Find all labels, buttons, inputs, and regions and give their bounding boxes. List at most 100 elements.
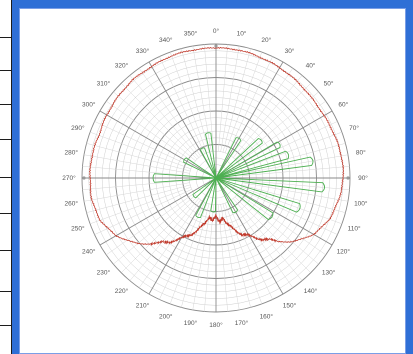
angle-tick-label: 240° — [82, 248, 96, 256]
minor-spoke — [181, 203, 210, 308]
series-lobe-green — [215, 137, 242, 179]
minor-spoke — [220, 204, 240, 311]
minor-spoke — [237, 100, 326, 163]
minor-spoke — [169, 51, 208, 153]
minor-spoke — [240, 189, 338, 235]
minor-spoke — [159, 56, 205, 154]
major-spoke — [215, 61, 284, 179]
minor-spoke — [129, 198, 199, 281]
minor-spoke — [89, 131, 191, 170]
series-lobe-green — [215, 177, 301, 213]
minor-spoke — [192, 45, 212, 152]
series-lobe-green — [215, 177, 239, 214]
series-lobe-green — [215, 138, 263, 179]
minor-spoke — [233, 198, 303, 281]
series-lobe-green — [152, 173, 217, 183]
angle-tick-label: 30° — [285, 47, 295, 55]
angle-tick-label: 200° — [159, 312, 173, 320]
angle-tick-label: 140° — [304, 287, 318, 295]
angle-tick-label: 70° — [349, 124, 359, 132]
angle-tick-label: 220° — [115, 287, 129, 295]
minor-spoke — [234, 83, 311, 160]
minor-spoke — [94, 121, 192, 167]
minor-spoke — [138, 199, 201, 288]
chart-series — [88, 46, 345, 246]
minor-spoke — [236, 195, 319, 265]
angle-tick-label: 210° — [136, 302, 150, 310]
angle-tick-label: 90° — [358, 174, 368, 182]
angle-tick-label: 40° — [306, 62, 316, 70]
angle-tick-label: 20° — [261, 36, 271, 44]
major-spoke — [148, 177, 217, 295]
minor-spoke — [242, 180, 350, 190]
minor-spoke — [106, 100, 195, 163]
minor-spoke — [89, 186, 191, 225]
minor-spoke — [94, 189, 192, 235]
angle-tick-label: 110° — [348, 225, 361, 233]
minor-spoke — [237, 193, 326, 256]
minor-spoke — [224, 51, 263, 153]
angle-tick-label: 50° — [324, 80, 334, 88]
series-lobe-green — [215, 156, 314, 179]
angle-tick-label: 250° — [71, 225, 85, 233]
angle-tick-label: 160° — [260, 312, 274, 320]
minor-spoke — [222, 203, 251, 308]
minor-spoke — [233, 75, 303, 158]
series-lobe-green — [215, 177, 325, 193]
angle-tick-label: 270° — [62, 174, 76, 182]
left-panel-edge — [0, 0, 12, 354]
minor-spoke — [242, 166, 350, 176]
minor-spoke — [241, 184, 346, 213]
angle-tick-label: 350° — [184, 29, 198, 37]
minor-spoke — [227, 56, 273, 154]
minor-spoke — [159, 202, 205, 300]
minor-spoke — [113, 91, 196, 161]
angle-tick-label: 0° — [213, 27, 220, 35]
angle-tick-label: 330° — [136, 47, 150, 55]
minor-spoke — [227, 202, 273, 300]
angle-tick-label: 280° — [64, 149, 78, 157]
angle-tick-label: 120° — [337, 248, 351, 256]
minor-spoke — [220, 45, 240, 152]
angle-tick-label: 230° — [97, 269, 111, 277]
minor-spoke — [86, 184, 191, 213]
major-spoke — [99, 177, 217, 246]
minor-spoke — [242, 182, 349, 202]
minor-spoke — [204, 44, 214, 152]
minor-spoke — [129, 75, 199, 158]
minor-spoke — [138, 68, 201, 157]
angle-tick-labels: 0° 10° 20° 30° 40° 50° 60° 70° 80° 90° 100° 110° 120… — [62, 27, 368, 329]
axis-marker — [214, 44, 218, 48]
angle-tick-label: 340° — [159, 36, 173, 44]
angle-tick-label: 180° — [209, 321, 223, 329]
minor-spoke — [181, 48, 210, 153]
angle-tick-label: 130° — [322, 269, 336, 277]
minor-spoke — [204, 204, 214, 312]
series-lobe-green — [210, 177, 217, 213]
minor-spoke — [242, 154, 349, 174]
polar-grid — [81, 43, 351, 313]
minor-spoke — [121, 83, 198, 160]
series-lobe-green — [199, 147, 217, 179]
minor-spoke — [241, 186, 343, 225]
minor-spoke — [231, 68, 294, 157]
angle-tick-label: 310° — [97, 80, 111, 88]
series-line-red — [88, 46, 345, 246]
minor-spoke — [82, 180, 190, 190]
minor-spoke — [113, 195, 196, 265]
series-lobe-green — [195, 177, 217, 219]
minor-spoke — [241, 131, 343, 170]
series-lobe-green — [192, 177, 217, 199]
angle-tick-label: 80° — [356, 149, 366, 157]
series-lobe-green — [183, 157, 217, 179]
series-lobe-green — [204, 132, 217, 179]
minor-spoke — [169, 203, 208, 305]
major-spoke — [99, 110, 217, 179]
axis-marker — [82, 176, 86, 180]
minor-spoke — [83, 182, 190, 202]
series-lobe-green — [215, 141, 281, 179]
major-spoke — [215, 177, 333, 246]
angle-tick-label: 150° — [283, 302, 297, 310]
series-lobe-green — [215, 150, 290, 179]
